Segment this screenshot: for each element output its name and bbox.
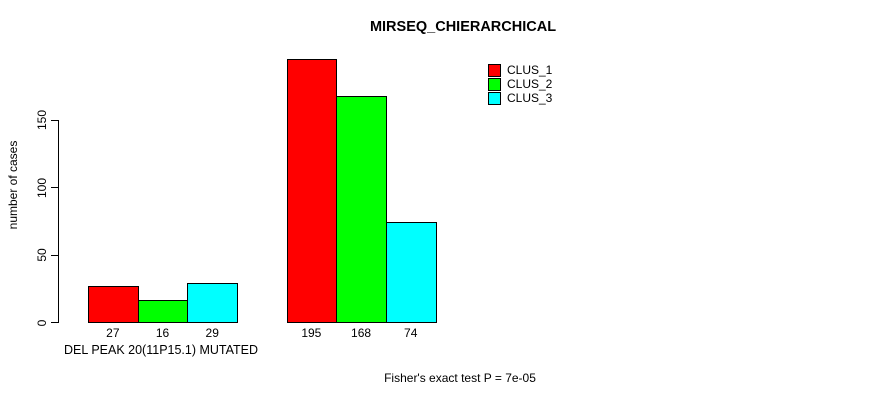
- legend-row: CLUS_1: [488, 63, 553, 77]
- bar-clus_1: [286, 59, 338, 323]
- legend-swatch-clus_2: [488, 77, 501, 91]
- bar-value-label: 27: [106, 326, 120, 340]
- footer-annotation: Fisher's exact test P = 7e-05: [384, 371, 536, 385]
- legend-row: CLUS_2: [488, 77, 553, 91]
- legend-row: CLUS_3: [488, 91, 553, 105]
- bar-clus_2: [137, 300, 189, 323]
- legend: CLUS_1 CLUS_2 CLUS_3: [488, 63, 553, 105]
- bar-value-label: 74: [404, 326, 418, 340]
- x-axis-label: DEL PEAK 20(11P15.1) MUTATED: [64, 343, 259, 357]
- bar-value-label: 29: [205, 326, 219, 340]
- bar-value-label: 168: [351, 326, 372, 340]
- y-tick-label: 0: [35, 319, 49, 326]
- y-tick-mark: [51, 322, 58, 323]
- legend-label: CLUS_1: [507, 63, 553, 77]
- bar-value-label: 195: [301, 326, 322, 340]
- y-tick-mark: [51, 254, 58, 256]
- y-tick-label: 150: [35, 110, 49, 131]
- y-axis-label: number of cases: [6, 140, 20, 230]
- bar-clus_1: [88, 285, 139, 323]
- y-tick-mark: [51, 119, 58, 121]
- bar-value-label: 16: [155, 326, 170, 340]
- bar-clus_2: [336, 95, 387, 323]
- legend-label: CLUS_2: [507, 77, 553, 91]
- y-tick-mark: [51, 187, 58, 189]
- y-tick-label: 100: [35, 177, 49, 198]
- legend-swatch-clus_1: [488, 63, 501, 77]
- y-tick-label: 50: [35, 248, 49, 262]
- legend-swatch-clus_3: [488, 91, 501, 105]
- bar-clus_3: [187, 282, 239, 323]
- bar-clus_3: [385, 222, 437, 323]
- y-axis-line: [58, 119, 59, 323]
- legend-label: CLUS_3: [507, 91, 553, 105]
- chart-title: MIRSEQ_CHIERARCHICAL: [369, 19, 557, 35]
